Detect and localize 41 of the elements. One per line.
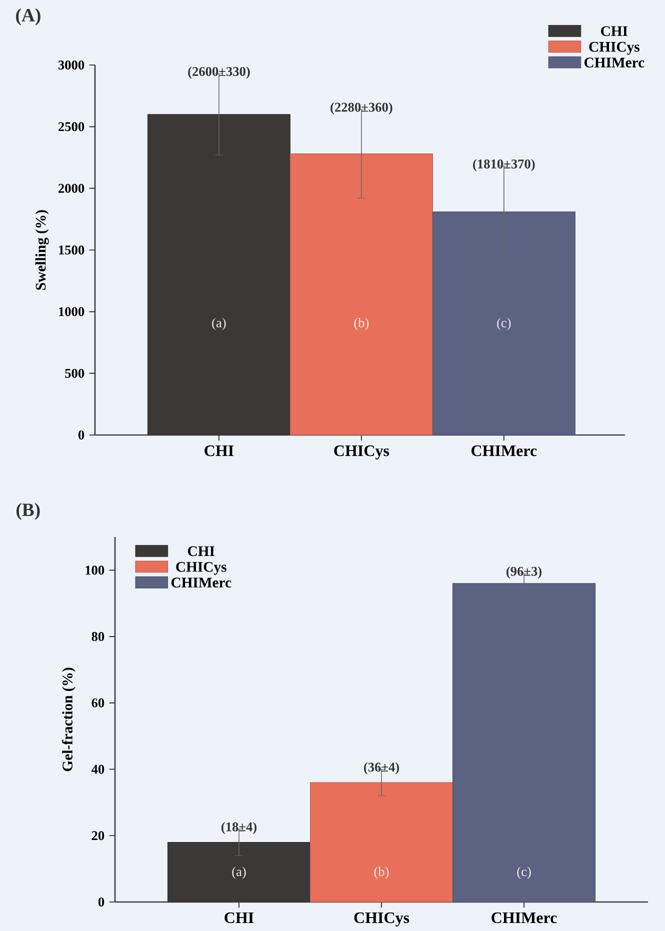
x-tick-label: CHI <box>224 912 254 924</box>
chart-title: (B) <box>16 502 40 520</box>
x-tick-label: CHIMerc <box>472 445 537 456</box>
legend-label: CHI <box>601 26 628 36</box>
annotation: (c) <box>517 866 531 879</box>
data-label: (18±4) <box>221 822 256 834</box>
y-tick-label: 0 <box>98 898 104 906</box>
annotation: (b) <box>354 318 369 330</box>
annotation: (b) <box>374 866 389 879</box>
x-tick-label: CHIMerc <box>492 912 557 924</box>
y-tick-label: 1500 <box>58 246 84 254</box>
y-tick-label: 2000 <box>58 184 84 193</box>
annotation: (a) <box>212 318 226 330</box>
x-tick-label: CHI <box>204 445 234 456</box>
y-tick-label: 1000 <box>58 307 84 316</box>
x-tick-label: CHICys <box>354 912 410 926</box>
data-label: (96±3) <box>506 566 542 579</box>
y-tick-label: 20 <box>92 831 104 840</box>
data-label: (36±4) <box>364 762 400 774</box>
legend-label: CHICys <box>176 562 226 575</box>
data-label: (2600±330) <box>188 66 250 79</box>
y-tick-label: 3000 <box>58 60 84 70</box>
y-tick-label: 40 <box>91 764 104 774</box>
y-axis-title: Swelling (%) <box>35 210 49 290</box>
y-tick-label: 0 <box>78 430 84 440</box>
y-tick-label: 500 <box>65 368 84 378</box>
legend-label: CHI <box>188 546 214 556</box>
x-tick-label: CHICys <box>334 445 390 460</box>
chart-title: (A) <box>16 8 40 26</box>
y-tick-label: 60 <box>92 698 104 708</box>
annotation: (a) <box>232 866 246 879</box>
data-label: (1810±370) <box>473 159 535 172</box>
legend-label: CHIMerc <box>171 578 232 588</box>
y-axis-title: Gel-fraction (%) <box>62 668 76 772</box>
data-label: (2280±360) <box>330 102 392 114</box>
annotation: (c) <box>497 318 511 330</box>
y-tick-label: 80 <box>92 632 104 642</box>
legend-label: CHIMerc <box>584 58 644 68</box>
legend-label: CHICys <box>589 42 640 55</box>
y-tick-label: 2500 <box>58 122 84 132</box>
y-tick-label: 100 <box>86 566 104 575</box>
